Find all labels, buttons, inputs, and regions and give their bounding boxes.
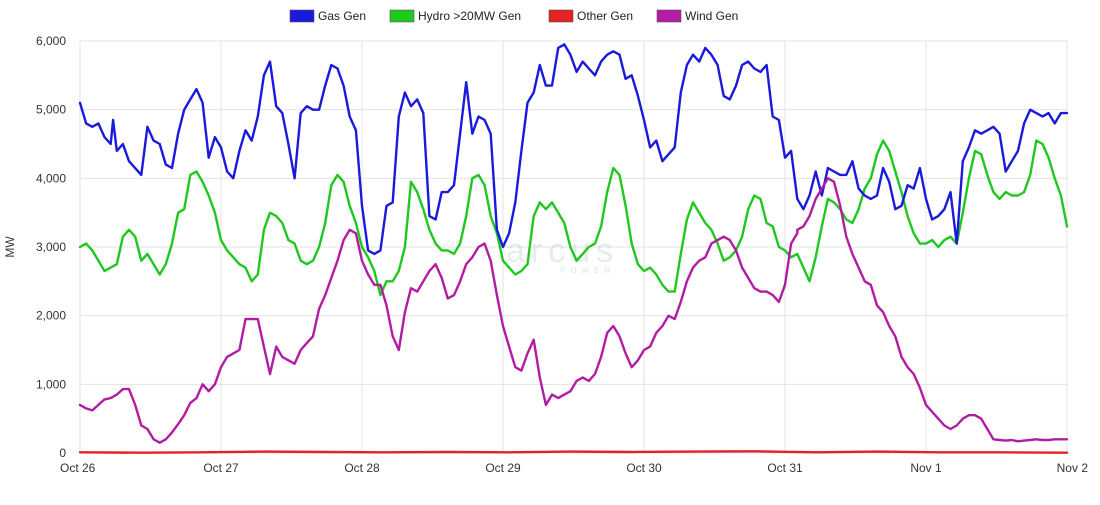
legend-item[interactable]: Wind Gen [656, 9, 738, 23]
legend-label: Other Gen [577, 9, 633, 23]
legend-item[interactable]: Gas Gen [289, 9, 366, 23]
x-axis-ticks: Oct 26 Oct 27 Oct 28 Oct 29 Oct 30 Oct 31 Nov … [60, 461, 1088, 475]
series-line-wind-gen [78, 177, 1069, 444]
y-tick-label: 4,000 [36, 171, 66, 185]
x-tick-label: Oct 31 [767, 461, 803, 475]
x-tick-label: Oct 27 [203, 461, 239, 475]
y-tick-label: 5,000 [36, 103, 66, 117]
watermark-sub: POWER [560, 266, 615, 275]
legend-label: Gas Gen [318, 9, 366, 23]
legend-item[interactable]: Other Gen [548, 9, 633, 23]
y-tick-label: 1,000 [36, 377, 66, 391]
x-tick-label: Nov 2 [1057, 461, 1089, 475]
x-tick-label: Oct 26 [60, 461, 96, 475]
x-tick-label: Nov 1 [910, 461, 942, 475]
y-axis-title: MW [3, 236, 17, 258]
y-tick-label: 2,000 [36, 309, 66, 323]
y-tick-label: 3,000 [36, 240, 66, 254]
series-lines [78, 43, 1069, 454]
y-tick-label: 0 [59, 446, 66, 460]
legend-label: Hydro >20MW Gen [418, 9, 521, 23]
legend-swatch [656, 9, 682, 23]
legend-item[interactable]: Hydro >20MW Gen [389, 9, 521, 23]
x-tick-label: Oct 29 [485, 461, 521, 475]
y-tick-label: 6,000 [36, 34, 66, 48]
y-axis-ticks: 0 1,000 2,000 3,000 4,000 5,000 6,000 [36, 34, 66, 460]
x-tick-label: Oct 30 [626, 461, 662, 475]
gridlines [79, 40, 1068, 454]
series-line-hydro-20mw-gen [78, 139, 1069, 297]
series-line-other-gen [78, 450, 1069, 454]
legend-swatch [389, 9, 415, 23]
legend-label: Wind Gen [685, 9, 738, 23]
legend-swatch [548, 9, 574, 23]
x-tick-label: Oct 28 [344, 461, 380, 475]
legend: Gas Gen Hydro >20MW Gen Other Gen Wind Gen [289, 9, 738, 23]
watermark-text: arcus [506, 232, 619, 270]
legend-swatch [289, 9, 315, 23]
watermark: arcus POWER [506, 232, 619, 275]
series-line-gas-gen [78, 43, 1069, 256]
